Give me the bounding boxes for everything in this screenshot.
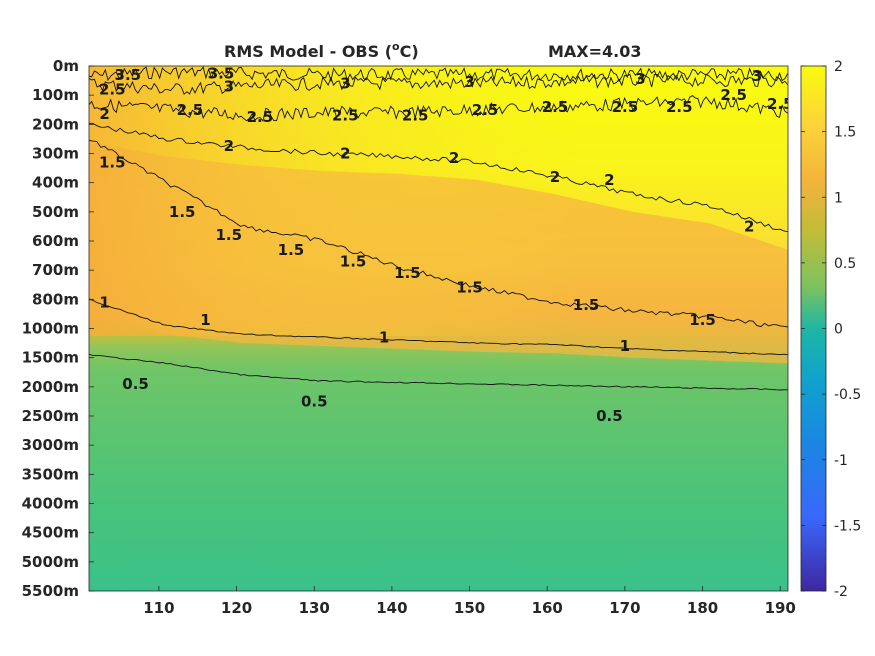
- colorbar: 2 1.5 1 0.5 0 -0.5 -1 -1.5 -2: [800, 59, 861, 600]
- contour-label: 2.5: [247, 108, 274, 126]
- contour-label: 2: [449, 149, 459, 167]
- contour-label: 2.5: [542, 98, 569, 116]
- contour-label: 2: [744, 217, 754, 235]
- contour-label: 0.5: [122, 375, 149, 393]
- contour-label: 3.5: [208, 64, 235, 82]
- colorbar-tick-label: -1.5: [834, 518, 861, 534]
- contour-label: 2: [550, 168, 560, 186]
- y-tick-label: 3500m: [22, 465, 79, 483]
- contour-label: 2: [340, 145, 350, 163]
- contour-label: 0.5: [596, 407, 623, 425]
- colorbar-tick-label: 1.5: [834, 125, 856, 141]
- y-tick-label: 400m: [32, 174, 79, 192]
- contour-label: 3: [752, 67, 762, 85]
- y-tick-label: 100m: [32, 86, 79, 104]
- contour-line-2-5: [89, 95, 788, 123]
- y-tick-label: 3000m: [22, 436, 79, 454]
- contour-line-3-5: [89, 66, 788, 83]
- contour-label: 2.5: [612, 98, 639, 116]
- contour-label: 1.5: [689, 311, 716, 329]
- contour-label: 2.5: [720, 86, 747, 104]
- contour-line-0-5: [89, 353, 788, 391]
- contour-line-1: [89, 298, 788, 356]
- x-tick-label: 150: [454, 599, 485, 617]
- chart-title: RMS Model - OBS (oC): [224, 40, 419, 61]
- contour-label: 3: [464, 73, 474, 91]
- contour-label: 1.5: [394, 264, 421, 282]
- y-tick-label: 800m: [32, 290, 79, 308]
- contour-label: 2.5: [99, 80, 126, 98]
- colorbar-tick-label: 1: [834, 190, 843, 206]
- contour-label: 3: [340, 75, 350, 93]
- contour-label: 2.5: [332, 107, 359, 125]
- contour-label: 2.5: [177, 101, 204, 119]
- colorbar-ticks: 2 1.5 1 0.5 0 -0.5 -1 -1.5 -2: [801, 59, 861, 600]
- contour-lines: [89, 66, 788, 391]
- y-tick-label: 200m: [32, 115, 79, 133]
- y-tick-label: 300m: [32, 145, 79, 163]
- contour-label: 2.5: [402, 107, 429, 125]
- contour-label: 2: [99, 105, 109, 123]
- contour-label: 1.5: [340, 252, 367, 270]
- x-tick-label: 120: [221, 599, 252, 617]
- contour-label: 1.5: [278, 241, 305, 259]
- y-tick-label: 4000m: [22, 495, 79, 513]
- colorbar-tick-label: -1: [834, 453, 848, 469]
- y-axis-ticks: 0m 100m 200m 300m 400m 500m 600m 700m 800m 1000m 1…: [22, 57, 94, 600]
- y-tick-label: 0m: [53, 57, 79, 75]
- y-tick-label: 5000m: [22, 553, 79, 571]
- contour-label: 1: [620, 337, 630, 355]
- contour-labels: 3.5 3.53 3 3 3 32.52.5 2.5 2.5 2.5 2.5 2.5 2.5 2.52.…: [99, 64, 794, 425]
- contour-label: 1: [200, 311, 210, 329]
- contour-line-1-5: [89, 140, 788, 328]
- y-tick-label: 5500m: [22, 582, 79, 600]
- colorbar-tick-label: -2: [834, 584, 848, 600]
- contour-label: 3: [224, 77, 234, 95]
- colorbar-tick-label: -0.5: [834, 387, 861, 403]
- y-tick-label: 1000m: [22, 320, 79, 338]
- contour-label: 1: [99, 293, 109, 311]
- y-tick-label: 600m: [32, 232, 79, 250]
- contour-label: 3.5: [115, 66, 142, 84]
- contour-label: 1.5: [169, 203, 196, 221]
- y-tick-label: 700m: [32, 261, 79, 279]
- max-label: MAX=4.03: [548, 42, 642, 61]
- x-tick-label: 180: [687, 599, 718, 617]
- contour-label: 1.5: [216, 226, 243, 244]
- contour-label: 2.5: [472, 101, 499, 119]
- x-tick-label: 190: [765, 599, 796, 617]
- y-tick-label: 500m: [32, 203, 79, 221]
- contour-label: 2.5: [767, 95, 794, 113]
- contour-label: 1.5: [573, 296, 600, 314]
- colorbar-tick-label: 0.5: [834, 256, 856, 272]
- y-tick-label: 2500m: [22, 407, 79, 425]
- heatmap-field: 3.5 3.53 3 3 3 32.52.5 2.5 2.5 2.5 2.5 2.5 2.5 2.52.…: [89, 64, 794, 591]
- contour-label: 1.5: [99, 153, 126, 171]
- x-tick-label: 110: [143, 599, 174, 617]
- x-tick-label: 130: [299, 599, 330, 617]
- contour-line-2: [89, 122, 788, 233]
- contour-label: 2: [224, 137, 234, 155]
- contour-label: 2.5: [666, 98, 693, 116]
- x-tick-label: 170: [609, 599, 640, 617]
- contour-label: 1: [379, 328, 389, 346]
- x-axis-ticks: 110 120 130 140 150 160 170 180 190: [143, 586, 796, 617]
- x-tick-label: 140: [376, 599, 407, 617]
- contour-label: 3: [635, 70, 645, 88]
- contour-label: 0.5: [301, 392, 328, 410]
- contour-label: 2: [604, 171, 614, 189]
- colorbar-tick-label: 2: [834, 59, 843, 75]
- y-tick-label: 2000m: [22, 378, 79, 396]
- y-tick-label: 1500m: [22, 349, 79, 367]
- colorbar-tick-label: 0: [834, 322, 843, 338]
- contour-line-3: [89, 73, 788, 95]
- contour-label: 1.5: [456, 279, 483, 297]
- colorbar-gradient: [800, 65, 827, 592]
- y-tick-label: 4500m: [22, 524, 79, 542]
- x-tick-label: 160: [532, 599, 563, 617]
